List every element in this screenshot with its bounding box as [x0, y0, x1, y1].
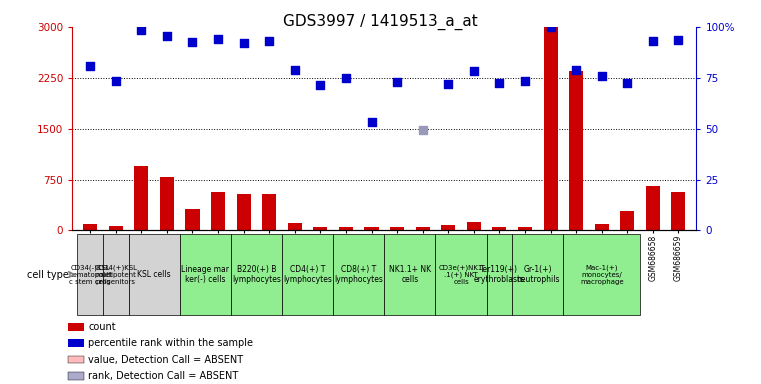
Point [135, 27, 148, 33]
Point [519, 78, 531, 84]
Bar [569, 71, 583, 230]
Bar [211, 192, 225, 230]
Bar [390, 227, 404, 230]
Bar [288, 223, 302, 230]
Point [391, 79, 403, 85]
Text: cell type: cell type [27, 270, 68, 280]
Bar [186, 209, 199, 230]
Bar [441, 225, 455, 230]
Bar [68, 339, 84, 347]
Bar [78, 234, 103, 315]
Point [672, 37, 684, 43]
Bar [109, 226, 123, 230]
Bar [339, 227, 353, 230]
Bar [83, 223, 97, 230]
Bar [134, 166, 148, 230]
Point [647, 38, 659, 44]
Bar [466, 222, 481, 230]
Bar [563, 234, 640, 315]
Bar [333, 234, 384, 315]
Text: CD4(+) T
lymphocytes: CD4(+) T lymphocytes [283, 265, 332, 284]
Bar [103, 234, 129, 315]
Point [110, 78, 122, 84]
Point [237, 40, 250, 46]
Point [468, 68, 480, 74]
Text: CD34(-)KSL
hematopoiet
c stem cells: CD34(-)KSL hematopoiet c stem cells [68, 264, 113, 285]
Text: rank, Detection Call = ABSENT: rank, Detection Call = ABSENT [88, 371, 238, 381]
Bar [486, 234, 512, 315]
Bar [68, 356, 84, 363]
Text: Gr-1(+)
neutrophils: Gr-1(+) neutrophils [516, 265, 559, 284]
Point [186, 39, 199, 45]
Point [416, 127, 428, 133]
Point [340, 75, 352, 81]
Text: Mac-1(+)
monocytes/
macrophage: Mac-1(+) monocytes/ macrophage [580, 264, 623, 285]
Bar [492, 227, 506, 230]
Text: CD34(+)KSL
multipotent
progenitors: CD34(+)KSL multipotent progenitors [94, 264, 137, 285]
Text: CD8(+) T
lymphocytes: CD8(+) T lymphocytes [334, 265, 384, 284]
Bar [416, 227, 430, 230]
Text: Lineage mar
ker(-) cells: Lineage mar ker(-) cells [181, 265, 229, 284]
Text: NK1.1+ NK
cells: NK1.1+ NK cells [389, 265, 431, 284]
Text: CD3e(+)NK1
.1(+) NKT
cells: CD3e(+)NK1 .1(+) NKT cells [439, 264, 483, 285]
Bar [594, 223, 609, 230]
Point [84, 63, 97, 69]
Point [263, 38, 275, 44]
Bar [231, 234, 282, 315]
Point [442, 81, 454, 87]
Bar [620, 211, 635, 230]
Bar [646, 186, 660, 230]
Point [365, 119, 377, 125]
Text: B220(+) B
lymphocytes: B220(+) B lymphocytes [232, 265, 281, 284]
Text: GDS3997 / 1419513_a_at: GDS3997 / 1419513_a_at [283, 13, 478, 30]
Bar [543, 27, 558, 230]
Bar [282, 234, 333, 315]
Bar [160, 177, 174, 230]
Bar [129, 234, 180, 315]
Bar [671, 192, 686, 230]
Text: value, Detection Call = ABSENT: value, Detection Call = ABSENT [88, 354, 244, 364]
Point [621, 80, 633, 86]
Bar [68, 372, 84, 380]
Point [596, 73, 608, 79]
Text: Ter119(+)
erythroblasts: Ter119(+) erythroblasts [474, 265, 525, 284]
Text: percentile rank within the sample: percentile rank within the sample [88, 338, 253, 348]
Point [314, 82, 326, 88]
Bar [314, 227, 327, 230]
Bar [68, 323, 84, 331]
Bar [384, 234, 435, 315]
Bar [435, 234, 486, 315]
Point [544, 24, 556, 30]
Text: KSL cells: KSL cells [137, 270, 171, 279]
Point [288, 67, 301, 73]
Point [493, 79, 505, 86]
Bar [518, 227, 532, 230]
Bar [180, 234, 231, 315]
Bar [263, 194, 276, 230]
Point [212, 36, 224, 42]
Text: count: count [88, 322, 116, 332]
Bar [237, 194, 250, 230]
Point [570, 67, 582, 73]
Bar [512, 234, 563, 315]
Bar [365, 227, 378, 230]
Point [161, 33, 173, 39]
